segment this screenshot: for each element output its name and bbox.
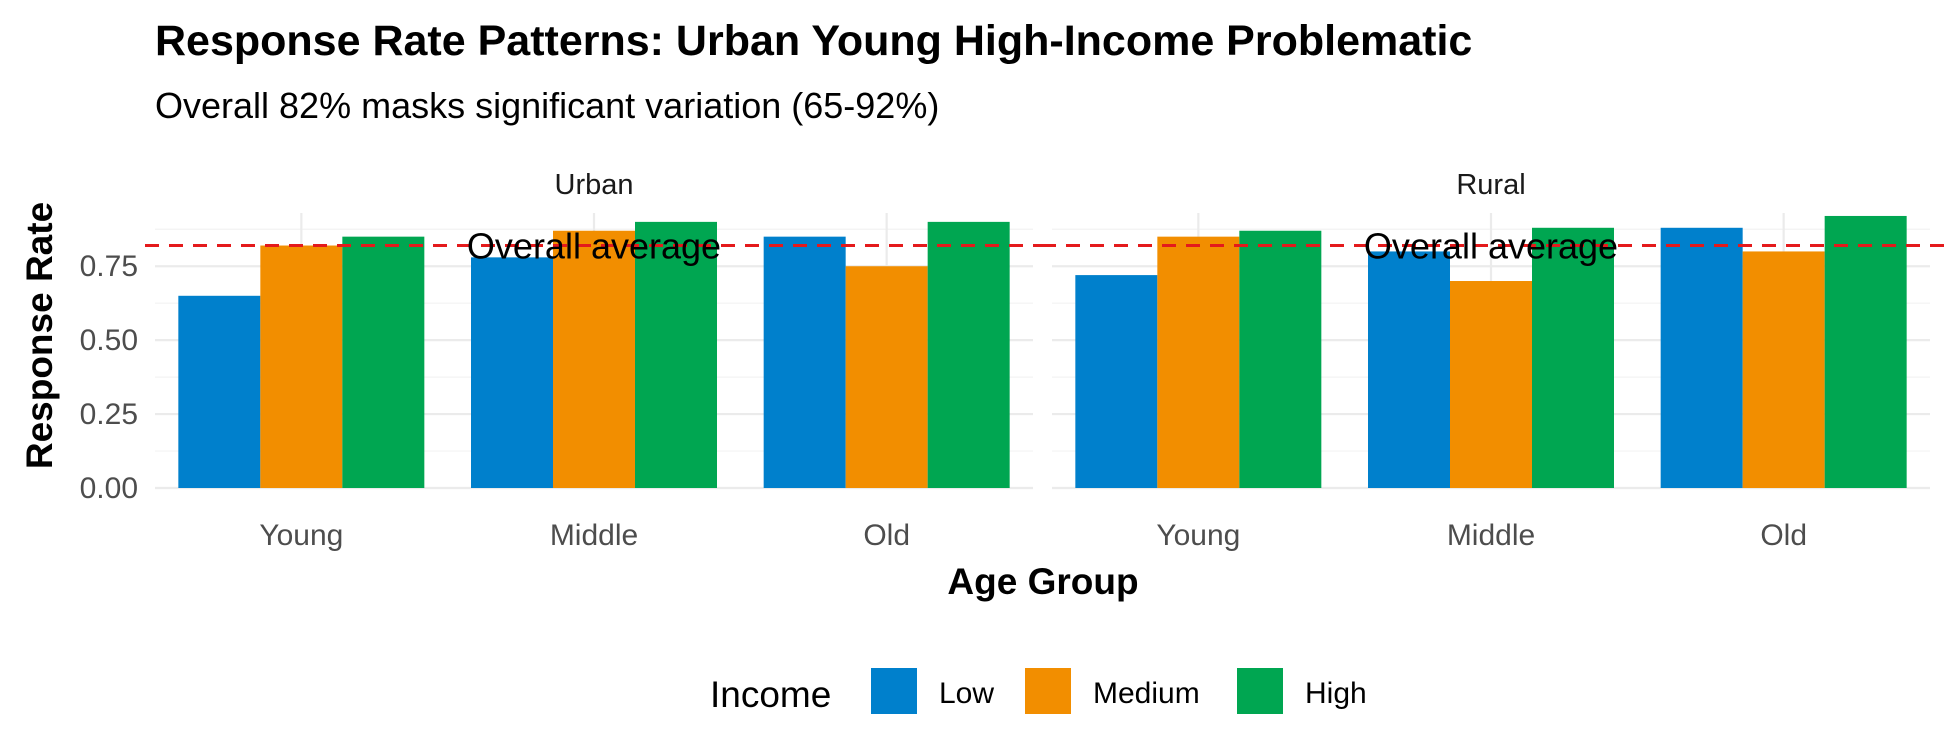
facet-panel-urban: Urban Young Middle Old Overall average: [145, 169, 1053, 552]
chart-title: Response Rate Patterns: Urban Young High…: [155, 17, 1472, 65]
bar-urban-middle-high: [635, 221, 717, 488]
bar-rural-middle-medium: [1450, 281, 1532, 488]
y-tick-label: 0.25: [80, 398, 138, 431]
legend-swatch-low: [871, 668, 917, 714]
bar-urban-young-high: [342, 236, 425, 488]
legend-title: Income: [710, 674, 831, 715]
bar-rural-young-medium: [1157, 236, 1240, 488]
bar-rural-old-low: [1660, 227, 1743, 488]
y-tick-label: 0.50: [80, 324, 138, 357]
y-tick-label: 0.00: [80, 472, 138, 505]
bar-urban-middle-low: [471, 257, 553, 488]
y-axis-title: Response Rate: [19, 202, 60, 469]
bar-urban-old-medium: [845, 266, 928, 488]
reference-line-label: Overall average: [467, 226, 721, 267]
facet-label: Urban: [555, 169, 634, 201]
bar-urban-young-medium: [260, 245, 343, 488]
bar-urban-middle-medium: [553, 230, 635, 488]
y-axis: 0.00 0.25 0.50 0.75: [80, 250, 138, 505]
bar-urban-old-low: [763, 236, 846, 488]
facet-panels: Urban Young Middle Old Overall average Rural Y…: [145, 169, 1944, 552]
legend: Income Low Medium High: [710, 668, 1367, 715]
legend-label-high: High: [1305, 677, 1367, 710]
facet-panel-rural: Rural Young Middle Old Overall average: [1042, 169, 1944, 552]
bar-urban-young-low: [178, 295, 261, 488]
bar-rural-young-low: [1075, 275, 1158, 488]
reference-line-label: Overall average: [1364, 226, 1618, 267]
bar-rural-middle-high: [1532, 227, 1614, 488]
facet-label: Rural: [1456, 169, 1525, 201]
bar-urban-old-high: [927, 221, 1010, 488]
bar-rural-old-medium: [1742, 251, 1825, 488]
x-tick-label: Young: [259, 519, 343, 552]
legend-swatch-medium: [1025, 668, 1071, 714]
y-tick-label: 0.75: [80, 250, 138, 283]
legend-swatch-high: [1237, 668, 1283, 714]
bar-rural-old-high: [1824, 215, 1907, 489]
chart-subtitle: Overall 82% masks significant variation …: [155, 85, 939, 126]
bar-rural-middle-low: [1368, 251, 1450, 488]
legend-label-low: Low: [939, 677, 994, 710]
bar-rural-young-high: [1239, 230, 1322, 488]
legend-label-medium: Medium: [1093, 677, 1200, 710]
x-axis-title: Age Group: [947, 561, 1138, 602]
x-tick-label: Old: [1760, 519, 1807, 552]
x-tick-label: Middle: [550, 519, 638, 552]
x-tick-label: Old: [863, 519, 910, 552]
x-tick-label: Young: [1156, 519, 1240, 552]
x-tick-label: Middle: [1447, 519, 1535, 552]
